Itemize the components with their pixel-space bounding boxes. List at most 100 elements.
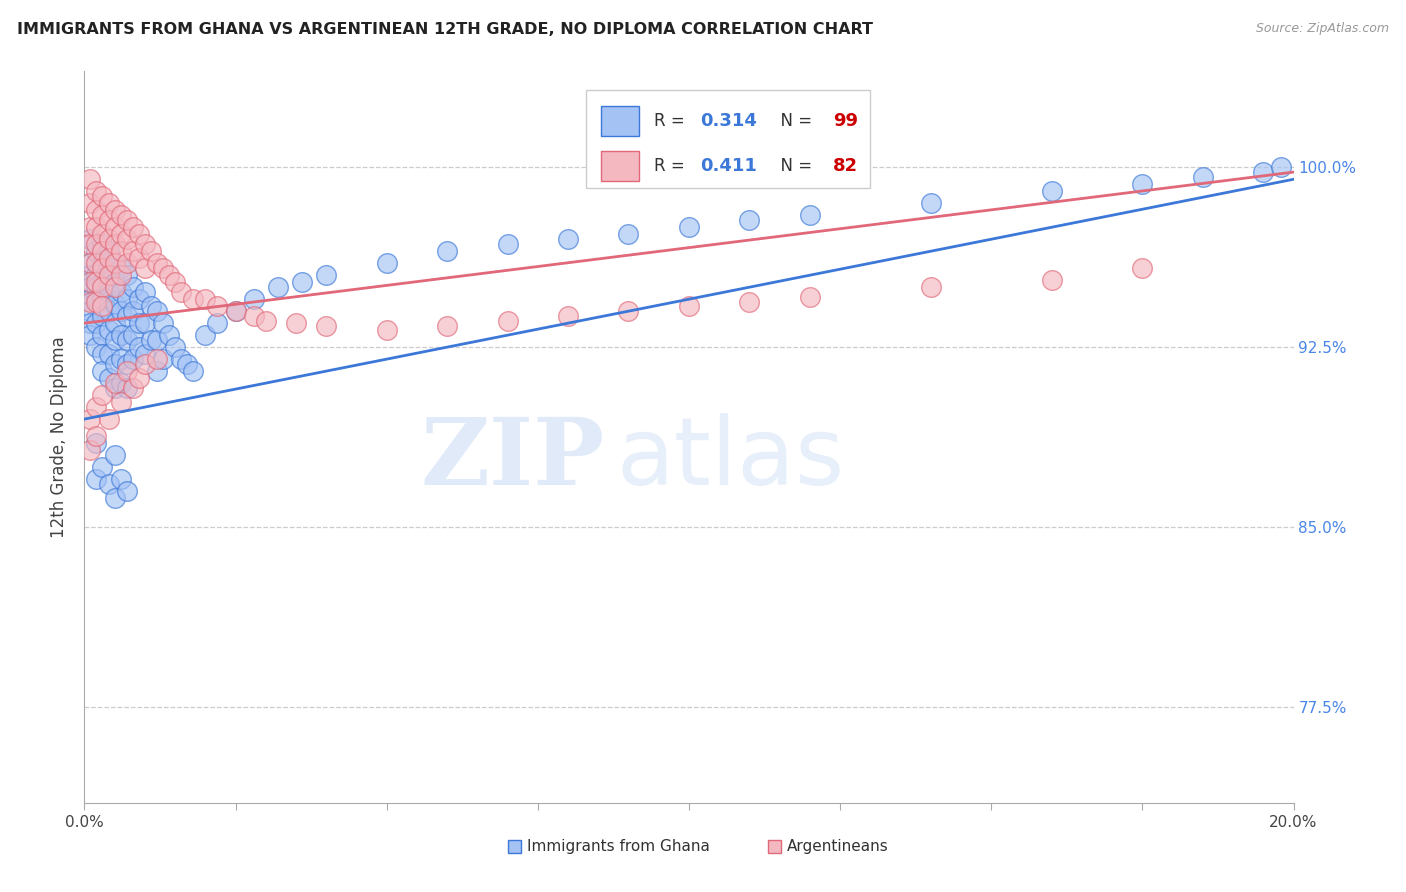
Point [86, 340, 108, 354]
Point [79, 256, 101, 270]
Point [920, 280, 942, 294]
Point [86, 268, 108, 283]
Point [79, 294, 101, 309]
Point [97, 268, 120, 283]
Point [121, 381, 143, 395]
Point [86, 276, 108, 290]
Point [165, 340, 187, 354]
Text: IMMIGRANTS FROM GHANA VS ARGENTINEAN 12TH GRADE, NO DIPLOMA CORRELATION CHART: IMMIGRANTS FROM GHANA VS ARGENTINEAN 12T… [17, 22, 873, 37]
Point [104, 376, 127, 391]
Point [104, 333, 127, 347]
Text: R =: R = [654, 157, 690, 175]
Point [110, 244, 132, 259]
Point [678, 220, 700, 235]
Point [91, 364, 114, 378]
Point [285, 316, 308, 330]
Point [799, 290, 821, 304]
Point [128, 371, 150, 385]
Text: Argentineans: Argentineans [786, 839, 889, 855]
Text: 0.411: 0.411 [700, 157, 756, 175]
Text: atlas: atlas [616, 413, 845, 505]
Point [91, 260, 114, 275]
Point [104, 491, 127, 506]
Point [104, 220, 127, 235]
Point [91, 309, 114, 323]
Point [79, 237, 101, 252]
Point [1253, 165, 1275, 179]
Point [110, 260, 132, 275]
Point [617, 227, 640, 242]
Point [128, 292, 150, 306]
Point [134, 237, 156, 252]
Point [115, 309, 138, 323]
Point [86, 436, 108, 450]
Point [91, 347, 114, 361]
Point [79, 172, 101, 186]
Point [86, 184, 108, 198]
Point [375, 323, 398, 337]
Point [128, 340, 150, 354]
Point [91, 208, 114, 222]
Point [920, 196, 942, 211]
Point [146, 352, 169, 367]
Point [170, 285, 193, 299]
Point [79, 304, 101, 318]
Point [799, 208, 821, 222]
Point [121, 304, 143, 318]
Point [146, 364, 169, 378]
Text: ZIP: ZIP [420, 414, 605, 504]
Point [79, 328, 101, 343]
Text: 0.314: 0.314 [700, 112, 756, 130]
Point [110, 395, 132, 409]
Point [91, 328, 114, 343]
Point [678, 299, 700, 313]
Text: Immigrants from Ghana: Immigrants from Ghana [527, 839, 710, 855]
Point [110, 328, 132, 343]
Point [91, 256, 114, 270]
Point [157, 268, 180, 283]
Point [104, 381, 127, 395]
Point [267, 280, 290, 294]
Point [97, 323, 120, 337]
Point [121, 244, 143, 259]
Point [91, 280, 114, 294]
Bar [768, 840, 780, 854]
Point [139, 333, 162, 347]
Point [134, 316, 156, 330]
Point [104, 357, 127, 371]
Point [79, 220, 101, 235]
Point [134, 260, 156, 275]
Point [79, 280, 101, 294]
Point [1130, 177, 1153, 191]
Point [496, 314, 519, 328]
Point [225, 304, 247, 318]
Point [139, 299, 162, 313]
Point [194, 328, 217, 343]
Point [79, 196, 101, 211]
Point [79, 276, 101, 290]
Point [115, 333, 138, 347]
Text: N =: N = [770, 157, 817, 175]
Point [128, 227, 150, 242]
Point [91, 388, 114, 402]
Point [86, 203, 108, 218]
Point [121, 280, 143, 294]
Point [134, 285, 156, 299]
Bar [600, 106, 640, 136]
Point [225, 304, 247, 318]
Point [121, 352, 143, 367]
Point [86, 244, 108, 259]
Point [91, 299, 114, 313]
Point [86, 256, 108, 270]
Text: Source: ZipAtlas.com: Source: ZipAtlas.com [1256, 22, 1389, 36]
Point [194, 292, 217, 306]
Point [157, 328, 180, 343]
Point [121, 328, 143, 343]
Point [104, 297, 127, 311]
Point [104, 256, 127, 270]
Point [110, 472, 132, 486]
Point [557, 309, 579, 323]
Point [557, 232, 579, 246]
Point [254, 314, 277, 328]
Point [115, 256, 138, 270]
